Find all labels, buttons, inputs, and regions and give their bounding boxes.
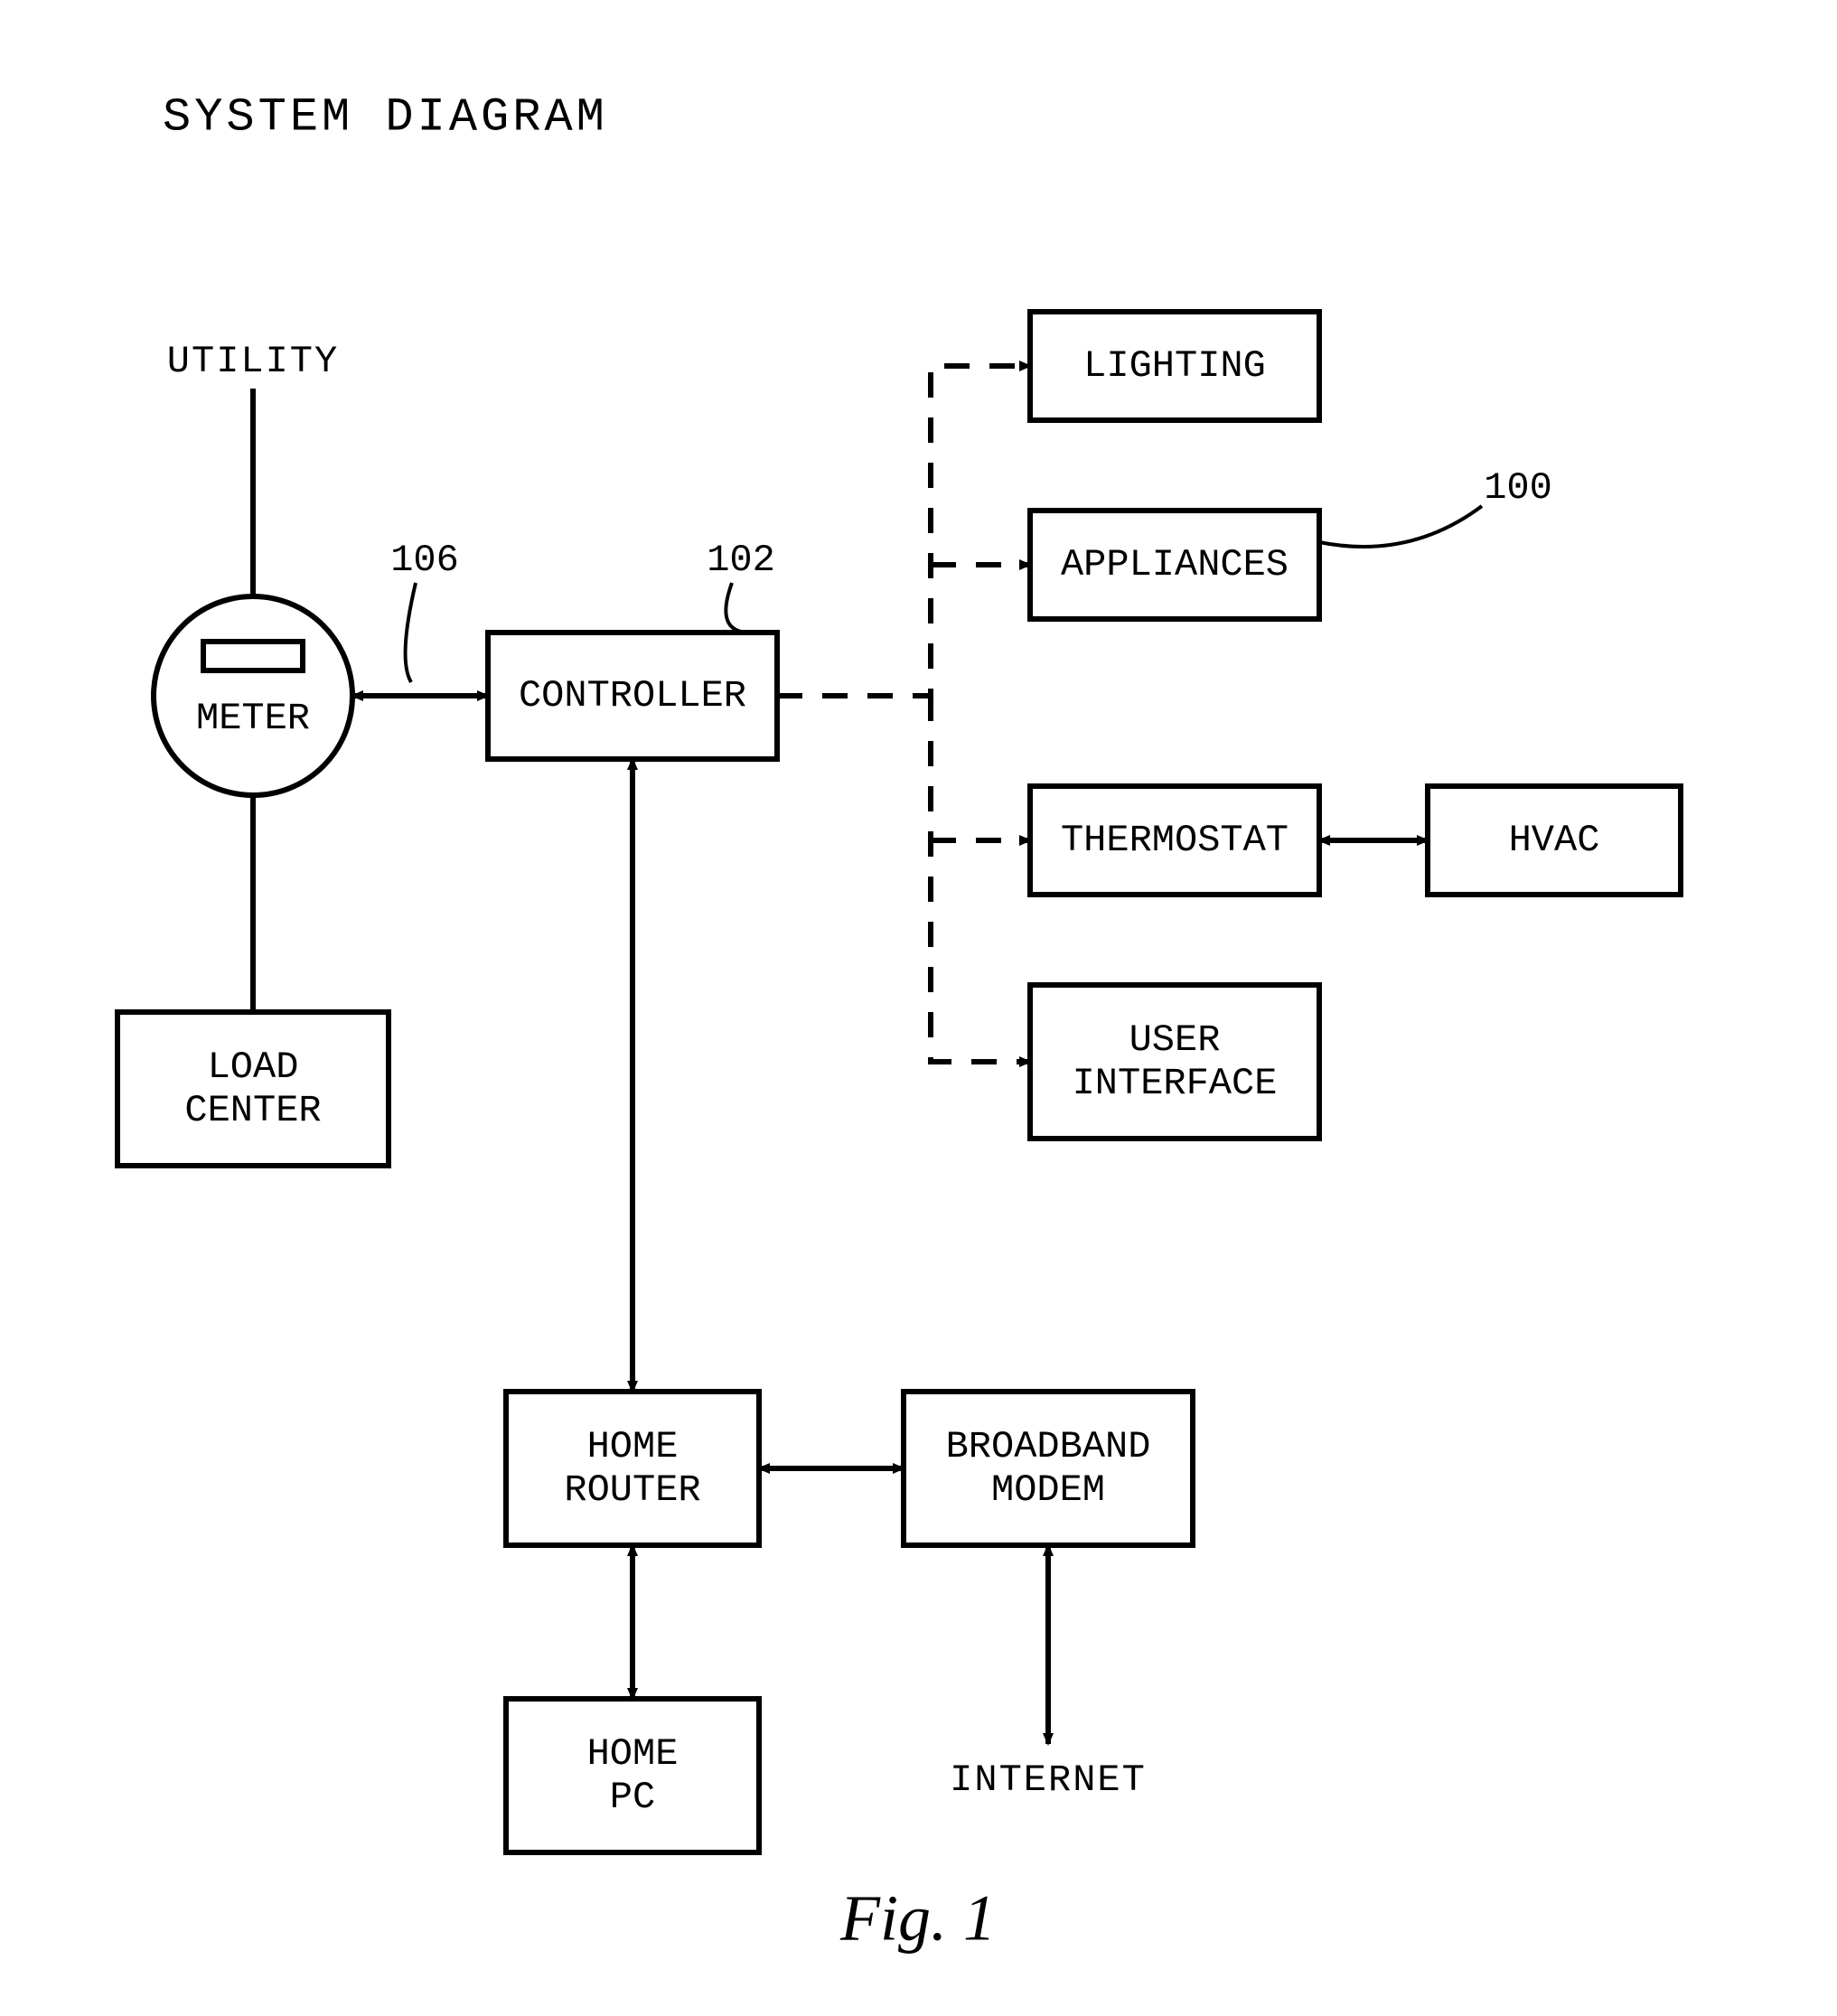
- lighting-node-label: LIGHTING: [1083, 344, 1266, 388]
- system-diagram: SYSTEM DIAGRAM UTILITY INTERNET METER CO…: [0, 0, 1837, 2016]
- appliances-node-label: APPLIANCES: [1061, 543, 1289, 586]
- load-center-node: LOADCENTER: [117, 1012, 389, 1166]
- load-center-node-label: CENTER: [184, 1089, 321, 1132]
- diagram-title: SYSTEM DIAGRAM: [163, 91, 608, 145]
- load-center-node-label: LOAD: [208, 1046, 299, 1089]
- user-interface-node-label: USER: [1129, 1018, 1221, 1062]
- home-router-node-label: HOME: [587, 1425, 679, 1468]
- controller-node-label: CONTROLLER: [519, 674, 746, 717]
- utility-label: UTILITY: [167, 340, 339, 383]
- thermostat-node-label: THERMOSTAT: [1061, 819, 1289, 862]
- broadband-modem-node-label: BROADBAND: [946, 1425, 1151, 1468]
- ref-102: 102: [707, 539, 775, 582]
- lead-r102: [726, 583, 750, 633]
- appliances-node: APPLIANCES: [1030, 511, 1319, 619]
- ref-106: 106: [390, 539, 459, 582]
- user-interface-node: USERINTERFACE: [1030, 985, 1319, 1139]
- broadband-modem-node-label: MODEM: [991, 1468, 1105, 1512]
- lead-r106: [406, 583, 416, 682]
- meter-node: METER: [154, 596, 352, 795]
- thermostat-node: THERMOSTAT: [1030, 786, 1319, 895]
- edge-ctrl-lighting: [777, 366, 1030, 696]
- hvac-node-label: HVAC: [1509, 819, 1600, 862]
- home-pc-node: HOMEPC: [506, 1699, 759, 1852]
- home-pc-node-label: HOME: [587, 1732, 679, 1776]
- lighting-node: LIGHTING: [1030, 312, 1319, 420]
- home-router-node-label: ROUTER: [564, 1468, 700, 1512]
- svg-text:METER: METER: [196, 697, 310, 740]
- controller-node: CONTROLLER: [488, 633, 777, 759]
- user-interface-node-label: INTERFACE: [1073, 1062, 1278, 1105]
- figure-caption: Fig. 1: [839, 1882, 996, 1955]
- home-router-node: HOMEROUTER: [506, 1392, 759, 1545]
- lead-r100: [1319, 506, 1482, 547]
- home-pc-node-label: PC: [610, 1776, 655, 1819]
- ref-100: 100: [1484, 466, 1552, 510]
- hvac-node: HVAC: [1428, 786, 1681, 895]
- rect-nodes-group: CONTROLLER LOADCENTER LIGHTING APPLIANCES TH…: [117, 312, 1681, 1852]
- edge-ctrl-userif: [931, 696, 1030, 1062]
- internet-label: INTERNET: [950, 1758, 1147, 1802]
- broadband-modem-node: BROADBANDMODEM: [904, 1392, 1193, 1545]
